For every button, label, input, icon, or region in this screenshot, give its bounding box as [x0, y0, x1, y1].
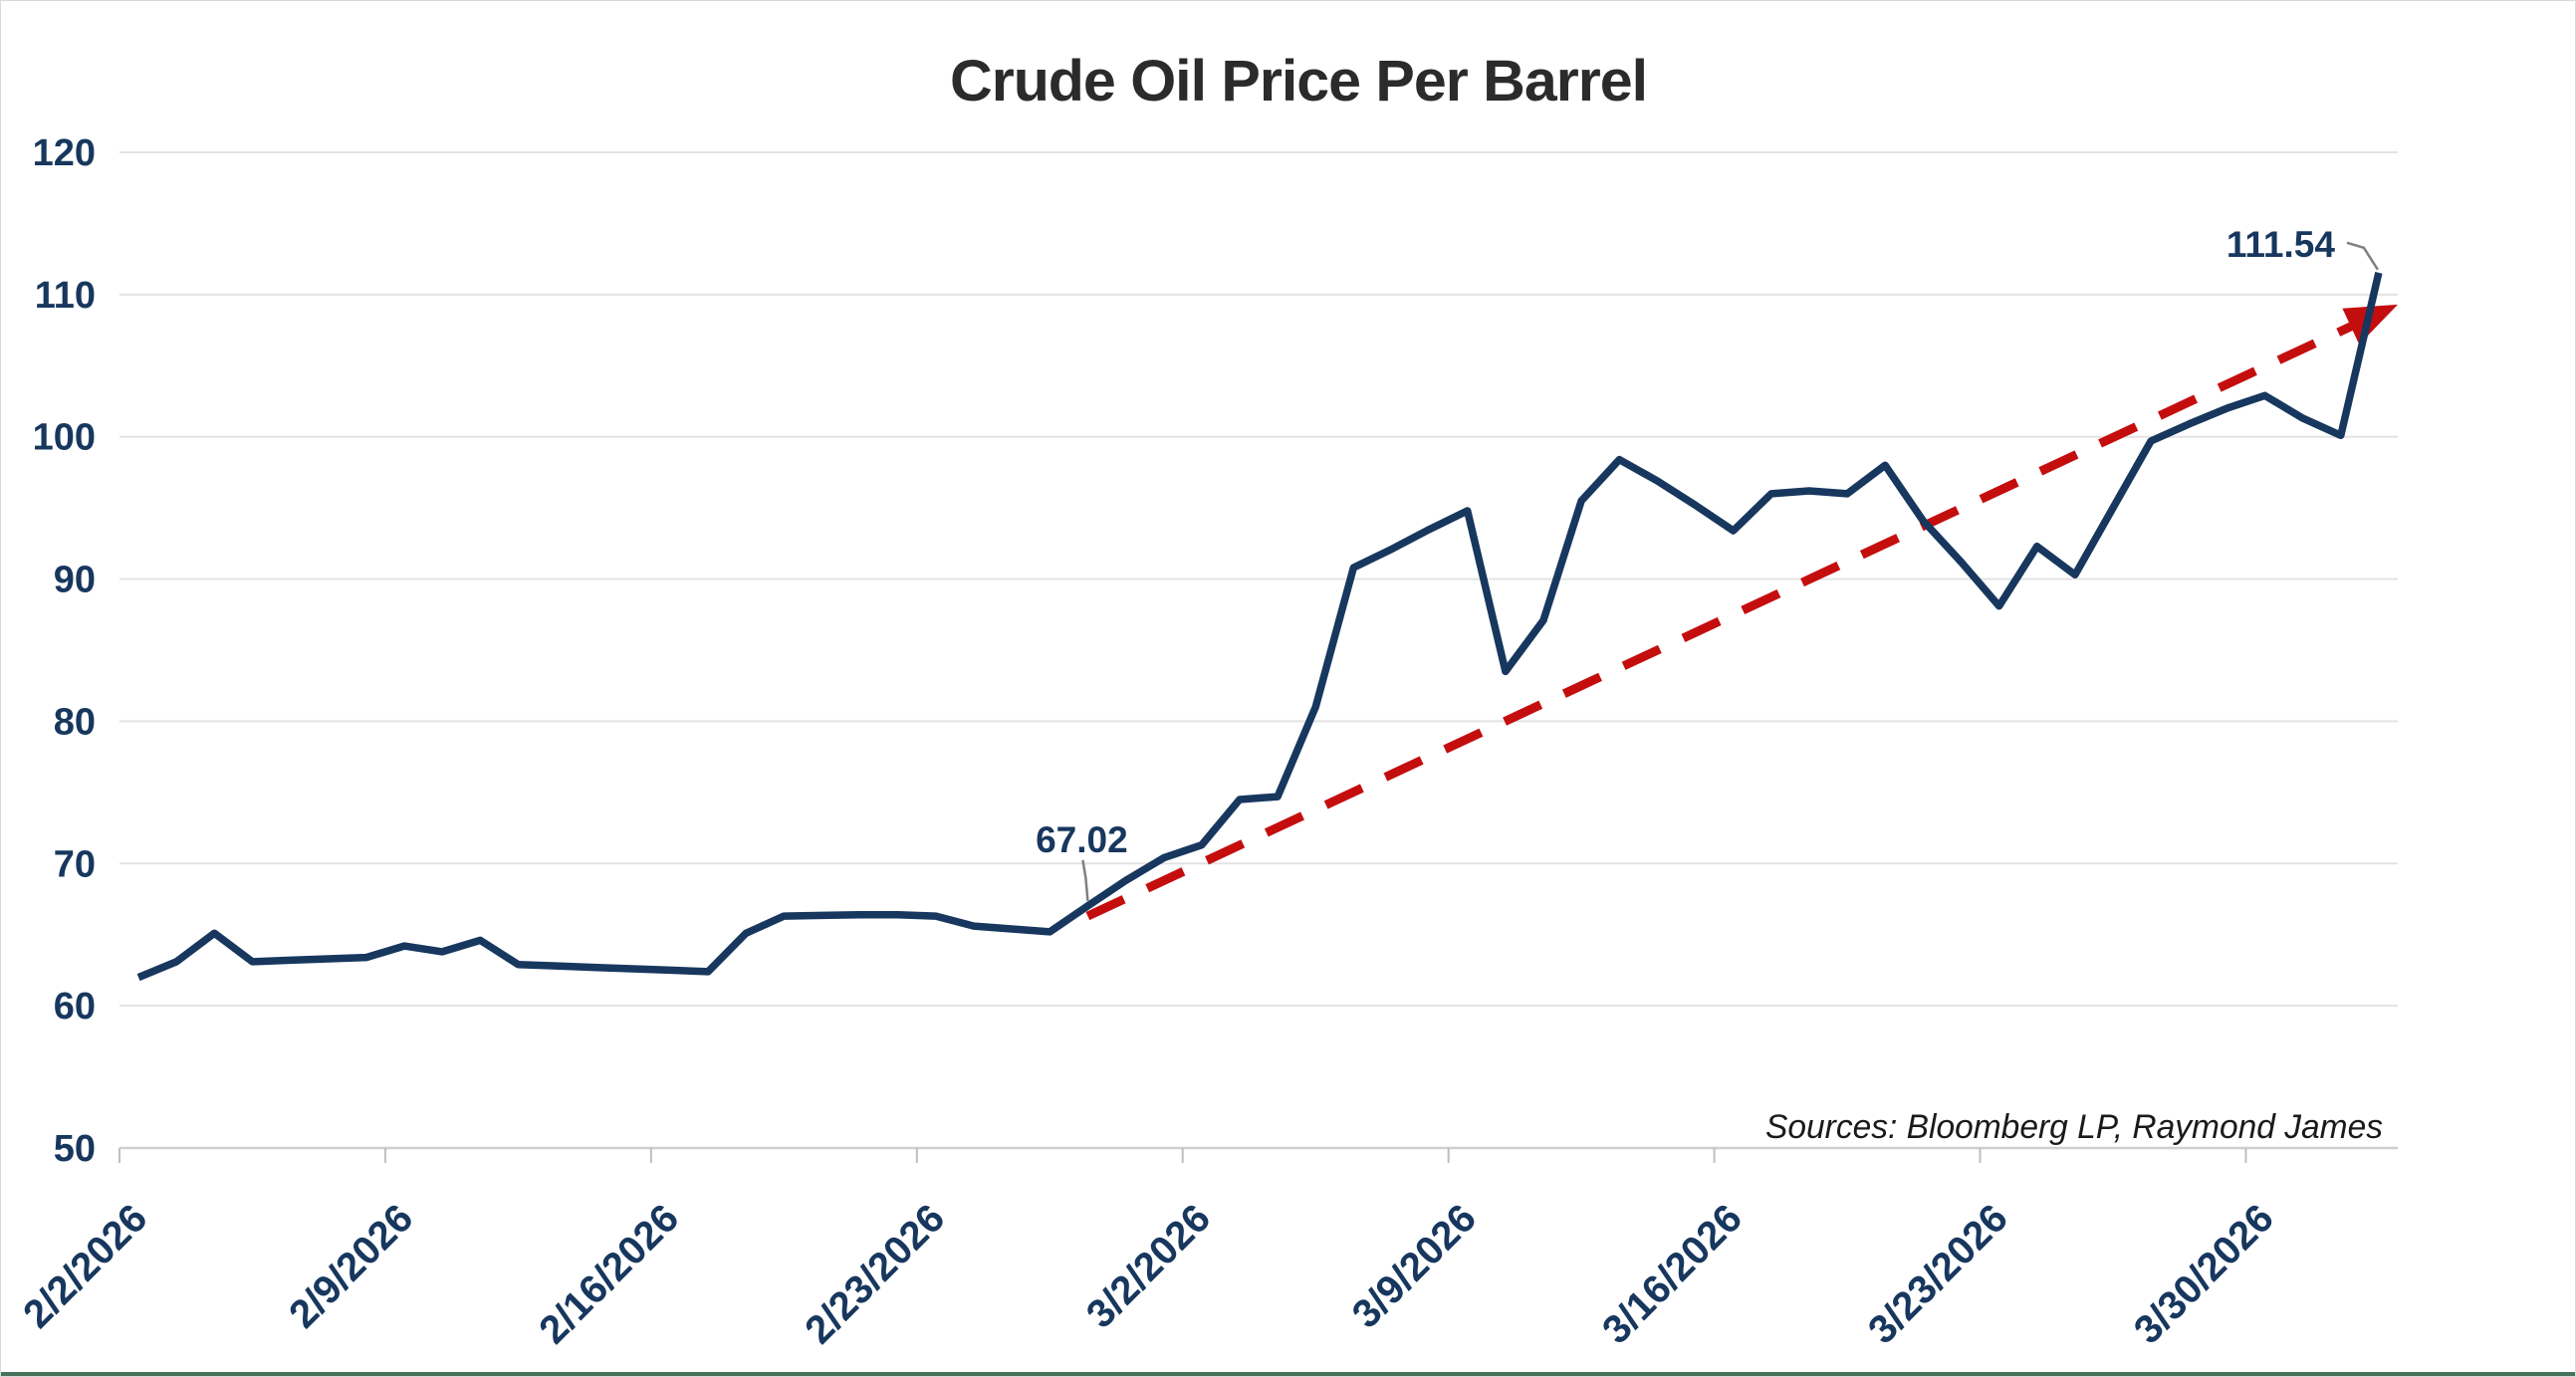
trend-line-dashed — [1085, 311, 2377, 921]
x-axis-label: 3/16/2026 — [1594, 1196, 1751, 1352]
price-series-line — [136, 272, 2383, 982]
x-axis-label: 3/2/2026 — [1078, 1196, 1219, 1336]
y-axis-label-70: 70 — [54, 843, 96, 885]
callout-111-leader-line — [2346, 241, 2379, 271]
y-axis-label-50: 50 — [54, 1128, 96, 1170]
gridlines — [119, 151, 2398, 1150]
x-axis-label: 3/9/2026 — [1344, 1196, 1485, 1336]
x-axis-label: 3/30/2026 — [2126, 1196, 2282, 1352]
callout-67-label: 67.02 — [1036, 819, 1128, 860]
y-axis-label-80: 80 — [54, 701, 96, 743]
x-axis-label: 2/2/2026 — [15, 1196, 155, 1336]
y-axis-label-120: 120 — [33, 132, 96, 174]
y-axis-label-110: 110 — [35, 275, 96, 317]
bottom-edge-strip — [1, 1372, 2575, 1376]
x-axis-ticks-and-labels: 2/2/2026 2/9/2026 2/16/2026 2/23/2026 3/2/20… — [15, 1148, 2282, 1352]
callout-111-label: 111.54 — [2226, 224, 2336, 265]
y-axis-label-90: 90 — [54, 560, 96, 601]
source-note: Sources: Bloomberg LP, Raymond James — [1765, 1108, 2383, 1146]
x-axis-label: 2/16/2026 — [531, 1196, 687, 1352]
x-axis-label: 2/23/2026 — [797, 1196, 953, 1352]
x-axis-label: 2/9/2026 — [281, 1196, 421, 1336]
y-axis-labels: 50 60 70 80 90 100 110 120 — [33, 132, 96, 1170]
y-axis-label-60: 60 — [54, 986, 96, 1028]
chart-title: Crude Oil Price Per Barrel — [950, 49, 1647, 114]
x-axis-label: 3/23/2026 — [1860, 1196, 2016, 1352]
callout-67-leader-line — [1081, 859, 1089, 901]
y-axis-label-100: 100 — [33, 417, 96, 459]
